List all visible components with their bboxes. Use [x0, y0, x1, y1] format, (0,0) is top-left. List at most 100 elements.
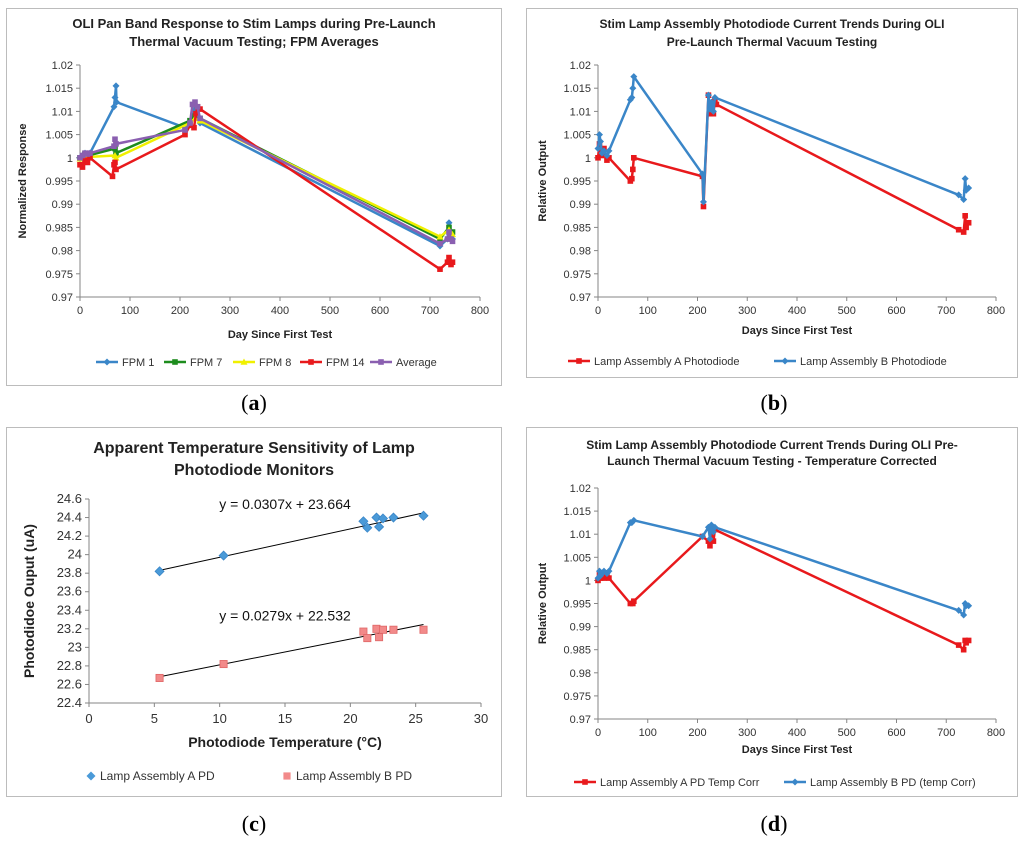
chart-b-y-tick-label: 1 — [585, 153, 591, 165]
chart-b-series-1-point — [630, 166, 636, 173]
chart-c-y-tick-label: 22.4 — [57, 695, 82, 710]
chart-a-legend-swatch-marker — [103, 358, 111, 366]
chart-a-x-tick-label: 600 — [371, 305, 389, 317]
chart-d-series-1-point — [705, 538, 712, 544]
chart-a-y-tick-label: 0.97 — [52, 292, 73, 304]
chart-a-series-4-point — [79, 164, 86, 170]
chart-d-y-tick-label: 0.995 — [563, 599, 591, 611]
chart-b-y-tick-label: 1.01 — [570, 106, 591, 118]
chart-c-y-tick-label: 23.6 — [57, 584, 82, 599]
chart-a-y-tick-label: 0.98 — [52, 246, 73, 258]
chart-b-series-1-point — [713, 101, 720, 108]
chart-b-series-2-point — [600, 147, 608, 155]
chart-c-series-1-point — [358, 516, 369, 527]
chart-a-series-5-point — [87, 150, 93, 156]
chart-d-series-1-point — [955, 642, 962, 648]
chart-c-y-tick-label: 23.4 — [57, 602, 82, 617]
chart-a-legend-swatch-marker — [240, 358, 248, 365]
chart-a-x-tick-label: 200 — [171, 305, 189, 317]
chart-a-x-tick-label: 400 — [271, 305, 289, 317]
chart-d-title-line-1: Stim Lamp Assembly Photodiode Current Tr… — [586, 438, 958, 452]
chart-b-legend-item-2: Lamp Assembly B Photodiode — [774, 356, 947, 368]
chart-d-legend-label: Lamp Assembly B PD (temp Corr) — [810, 777, 976, 789]
chart-a-series-5-point — [113, 141, 119, 147]
chart-a-legend-item-5: Average — [370, 357, 437, 369]
chart-b-series-2-point — [960, 196, 968, 204]
chart-d-series-2-point — [598, 569, 606, 577]
chart-b-series-2-point — [594, 145, 602, 153]
chart-a-series-4-point — [191, 124, 197, 131]
chart-a-legend-label: FPM 8 — [259, 357, 291, 369]
chart-c-y-tick-label: 23.8 — [57, 565, 82, 580]
chart-c-y-tick-label: 23 — [68, 639, 82, 654]
chart-b-x-tick-label: 600 — [887, 305, 905, 317]
chart-b-series-1-point — [606, 155, 612, 161]
chart-c-series-1-point — [418, 510, 429, 521]
chart-c-series-1-point — [371, 512, 382, 523]
chart-c-series-1-point — [218, 550, 229, 561]
chart-b-x-axis-label: Days Since First Test — [742, 325, 853, 337]
chart-b-y-tick-label: 0.98 — [570, 246, 591, 258]
chart-a-y-tick-label: 1.02 — [52, 60, 73, 72]
chart-d-series-1-point — [965, 637, 972, 644]
chart-a-series-5-point — [444, 236, 451, 242]
chart-d-y-tick-label: 1.005 — [563, 552, 591, 564]
chart-c: Apparent Temperature Sensitivity of Lamp… — [6, 427, 502, 797]
chart-d-series-1-point — [631, 598, 637, 604]
chart-a-x-tick-label: 500 — [321, 305, 339, 317]
chart-d-x-tick-label: 300 — [738, 727, 756, 739]
chart-b-series-2-point — [628, 93, 636, 101]
chart-a-y-tick-label: 1 — [67, 153, 73, 165]
chart-b-title-line-2: Pre-Launch Thermal Vacuum Testing — [667, 35, 878, 49]
chart-c-legend-item-2: Lamp Assembly B PD — [283, 769, 412, 783]
chart-c-trend-equation-1: y = 0.0307x + 23.664 — [219, 496, 351, 512]
chart-d-series-2-point — [955, 606, 963, 614]
chart-a-legend-item-1: FPM 1 — [96, 357, 154, 369]
chart-b-series-2-point — [709, 107, 717, 115]
chart-d-y-tick-label: 0.97 — [570, 714, 591, 726]
chart-c-series-1-point — [374, 521, 385, 532]
chart-c-title-line-2: Photodiode Monitors — [174, 462, 334, 479]
chart-d-y-tick-label: 1.02 — [570, 483, 591, 495]
chart-c-y-tick-label: 24.6 — [57, 491, 82, 506]
chart-d-legend-swatch-marker — [791, 778, 799, 786]
chart-c-legend-swatch-marker — [86, 771, 96, 781]
chart-b-series-2-point — [699, 198, 707, 206]
chart-a-x-tick-label: 300 — [221, 305, 239, 317]
chart-a-series-3-point — [112, 154, 120, 161]
chart-c-series-2-point — [372, 624, 381, 633]
chart-a-series-5-point — [187, 120, 193, 126]
chart-c-series-1-point — [388, 512, 399, 523]
chart-c-x-tick-label: 25 — [408, 711, 422, 726]
chart-c-legend-item-1: Lamp Assembly A PD — [86, 769, 215, 783]
chart-d-x-tick-label: 600 — [887, 727, 905, 739]
chart-a-series-5-point — [197, 115, 203, 122]
chart-d-series-1-point — [960, 646, 967, 653]
chart-c-x-tick-label: 0 — [85, 711, 92, 726]
chart-b-series-2-point — [962, 186, 970, 194]
chart-a-x-tick-label: 100 — [121, 305, 139, 317]
chart-c-y-tick-label: 23.2 — [57, 621, 82, 636]
chart-b-series-1-point — [629, 175, 635, 182]
chart-c-legend-swatch-marker — [283, 772, 291, 780]
chart-b-x-tick-label: 400 — [788, 305, 806, 317]
chart-a-y-tick-label: 0.99 — [52, 199, 73, 211]
chart-b: Stim Lamp Assembly Photodiode Current Tr… — [526, 8, 1018, 378]
chart-b-series-1-point — [960, 229, 967, 235]
chart-d-series-2-point — [711, 523, 719, 531]
panel-label-d: (d) — [760, 811, 788, 836]
chart-a-y-tick-label: 0.995 — [45, 176, 73, 188]
chart-b-series-2-point — [630, 73, 638, 81]
chart-a-y-axis-label: Normalized Response — [17, 124, 29, 239]
chart-c-y-tick-label: 22.8 — [57, 658, 82, 673]
chart-b-y-axis-label: Relative Output — [537, 140, 549, 222]
chart-c-x-tick-label: 5 — [151, 711, 158, 726]
chart-a-legend-label: FPM 1 — [122, 357, 154, 369]
chart-d-x-tick-label: 800 — [987, 727, 1005, 739]
chart-c-series-1 — [154, 510, 429, 577]
chart-b-title-line-1: Stim Lamp Assembly Photodiode Current Tr… — [600, 17, 945, 31]
chart-d-x-tick-label: 100 — [639, 727, 657, 739]
chart-b-series-1-point — [631, 155, 637, 161]
chart-c-series-1-point — [362, 522, 373, 533]
chart-d-series-1-point — [601, 575, 607, 581]
